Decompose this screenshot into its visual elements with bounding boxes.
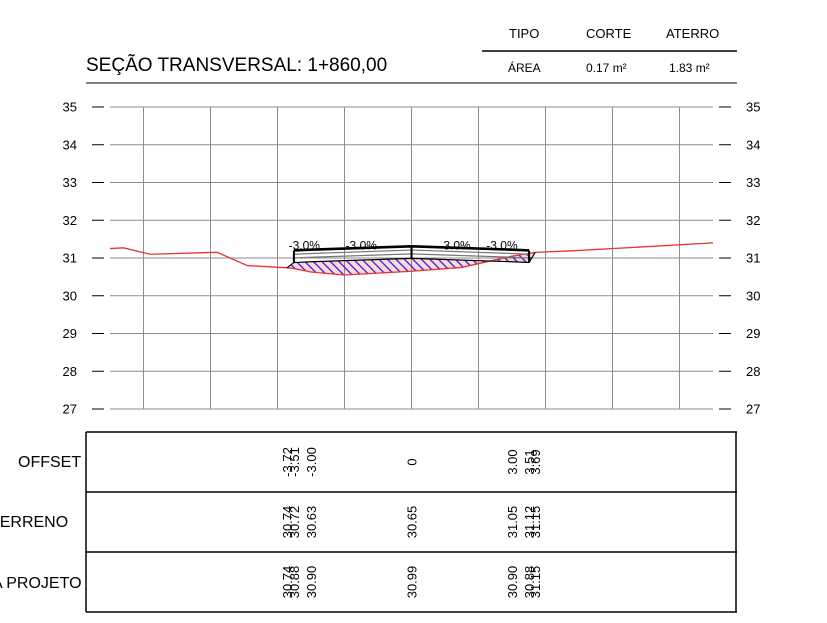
table-cell-terreno: 31.12 — [522, 506, 537, 539]
table-cell-offset: 3.69 — [528, 449, 543, 474]
y-tick-label-right: 29 — [746, 326, 760, 341]
section-title: SEÇÃO TRANSVERSAL: 1+860,00 — [86, 55, 388, 76]
table-cell-projeto: 30.99 — [405, 566, 420, 599]
fill-hatch — [286, 252, 536, 275]
y-ticks: 27 27 28 28 29 29 30 30 31 31 32 32 33 33 34 34 35 35 — [63, 100, 761, 417]
slope-label: -3.0% — [439, 238, 471, 252]
table-cell-offset: -3.72 — [280, 447, 295, 477]
table-cell-terreno: 31.15 — [528, 506, 543, 539]
table-cell-offset: 3.51 — [522, 449, 537, 474]
table-cell-offset: -3.00 — [304, 447, 319, 477]
y-tick-label-left: 30 — [63, 288, 77, 303]
table-cell-projeto: 30.90 — [505, 566, 520, 599]
y-tick-label-left: 32 — [63, 213, 77, 228]
y-tick-label-left: 29 — [63, 326, 77, 341]
data-table: -3.72 30.74 30.74 -3.51 30.72 30.88 -3.00 30.63… — [280, 447, 543, 598]
header-aterro: ATERRO — [666, 26, 720, 41]
terrain-line — [109, 242, 714, 276]
row-label-offset: OFFSET — [18, 454, 82, 471]
series — [109, 242, 714, 276]
table-cell-projeto: 30.88 — [287, 566, 302, 599]
slope-label: -3.0% — [486, 238, 518, 252]
table-cell-offset: 3.00 — [505, 449, 520, 474]
y-tick-label-left: 27 — [63, 402, 77, 417]
table-cell-offset: -3.51 — [287, 447, 302, 477]
y-tick-label-right: 35 — [746, 100, 760, 115]
header-tipo: TIPO — [509, 26, 540, 41]
y-tick-label-left: 35 — [63, 100, 77, 115]
area-aterro-value: 1.83 m² — [669, 61, 710, 75]
table-cell-terreno: 31.05 — [505, 506, 520, 539]
y-tick-label-right: 34 — [746, 137, 760, 152]
table-cell-offset: 0 — [405, 458, 420, 465]
slope-label: -3.0% — [289, 238, 321, 252]
y-tick-label-left: 31 — [63, 251, 77, 266]
table-cell-terreno: 30.74 — [280, 506, 295, 539]
y-tick-label-right: 31 — [746, 251, 760, 266]
y-tick-label-right: 28 — [746, 364, 760, 379]
row-label-projeto: A PROJETO — [0, 575, 82, 592]
area-label: ÁREA — [508, 61, 541, 75]
table-cell-terreno: 30.72 — [287, 506, 302, 539]
y-tick-label-left: 28 — [63, 364, 77, 379]
table-cell-projeto: 31.15 — [528, 566, 543, 599]
slope-labels: -3.0% -3.0% -3.0% -3.0% — [289, 238, 518, 252]
slope-label: -3.0% — [346, 238, 378, 252]
table-cell-projeto: 30.88 — [522, 566, 537, 599]
y-tick-label-left: 34 — [63, 137, 77, 152]
table-cell-terreno: 30.63 — [304, 506, 319, 539]
header-corte: CORTE — [586, 26, 632, 41]
y-tick-label-right: 33 — [746, 175, 760, 190]
y-tick-label-right: 27 — [746, 402, 760, 417]
y-tick-label-left: 33 — [63, 175, 77, 190]
fill-area — [286, 252, 536, 275]
table-cell-terreno: 30.65 — [405, 506, 420, 539]
table-cell-projeto: 30.90 — [304, 566, 319, 599]
y-tick-label-right: 32 — [746, 213, 760, 228]
area-corte-value: 0.17 m² — [586, 61, 627, 75]
table-cell-projeto: 30.74 — [280, 566, 295, 599]
y-tick-label-right: 30 — [746, 288, 760, 303]
